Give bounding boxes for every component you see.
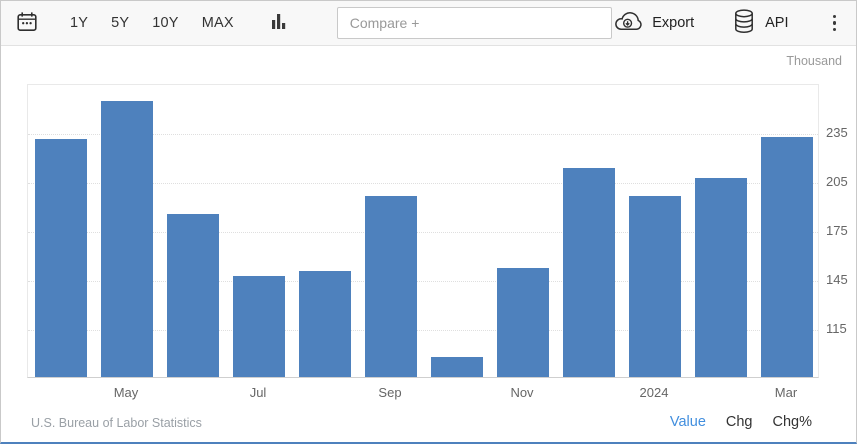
range-1y[interactable]: 1Y — [70, 15, 89, 31]
chart-bar[interactable] — [628, 195, 682, 377]
chart-region: Thousand 115 145 175 205 235 May Jul Sep Nov 202… — [1, 46, 856, 442]
y-tick-label: 145 — [826, 272, 848, 287]
more-menu-button[interactable] — [827, 11, 843, 36]
api-label: API — [765, 15, 789, 31]
chg-link[interactable]: Chg — [725, 414, 753, 430]
range-5y[interactable]: 5Y — [111, 15, 130, 31]
chart-bar[interactable] — [430, 357, 484, 377]
y-tick-label: 175 — [826, 223, 848, 238]
chart-bar[interactable] — [760, 136, 814, 377]
plot-area — [27, 84, 819, 378]
gridline — [28, 330, 818, 331]
chart-bar[interactable] — [100, 100, 154, 377]
range-max[interactable]: MAX — [201, 15, 234, 31]
gridline — [28, 232, 818, 233]
chart-bar[interactable] — [694, 177, 748, 377]
x-tick-label: Sep — [378, 385, 402, 400]
database-icon — [732, 8, 756, 38]
y-tick-label: 205 — [826, 174, 848, 189]
chg-pct-link[interactable]: Chg% — [772, 414, 813, 430]
kebab-menu-icon — [832, 14, 836, 19]
gridline — [28, 134, 818, 135]
x-tick-label: Nov — [510, 385, 534, 400]
source-attribution: U.S. Bureau of Labor Statistics — [31, 416, 202, 430]
cloud-download-icon — [612, 11, 643, 36]
chart-bar[interactable] — [298, 270, 352, 377]
chart-bar[interactable] — [232, 275, 286, 377]
export-button[interactable]: Export — [612, 11, 694, 36]
chart-bar[interactable] — [34, 138, 88, 377]
x-tick-label: Mar — [774, 385, 798, 400]
value-link[interactable]: Value — [669, 414, 706, 430]
x-tick-label: Jul — [249, 385, 267, 400]
export-label: Export — [652, 15, 695, 31]
chart-bar[interactable] — [166, 213, 220, 377]
toolbar: 1Y 5Y 10Y MAX Expo — [1, 1, 856, 46]
range-selector: 1Y 5Y 10Y MAX — [69, 13, 235, 33]
api-button[interactable]: API — [732, 8, 789, 38]
footer-links: Value Chg Chg% — [670, 414, 812, 430]
y-tick-label: 115 — [826, 321, 847, 336]
gridline — [28, 281, 818, 282]
calendar-button[interactable] — [15, 10, 39, 37]
y-tick-label: 235 — [826, 125, 848, 140]
compare-input[interactable] — [336, 7, 613, 39]
range-10y[interactable]: 10Y — [152, 15, 179, 31]
y-axis-unit-label: Thousand — [786, 54, 842, 68]
chart-bar[interactable] — [496, 267, 550, 377]
x-tick-label: 2024 — [639, 385, 669, 400]
column-chart-icon — [271, 13, 287, 33]
chart-bar[interactable] — [364, 195, 418, 377]
gridline — [28, 183, 818, 184]
chart-bar[interactable] — [562, 167, 616, 377]
calendar-icon — [15, 10, 39, 37]
x-tick-label: May — [113, 385, 139, 400]
chart-type-button[interactable] — [271, 13, 287, 33]
